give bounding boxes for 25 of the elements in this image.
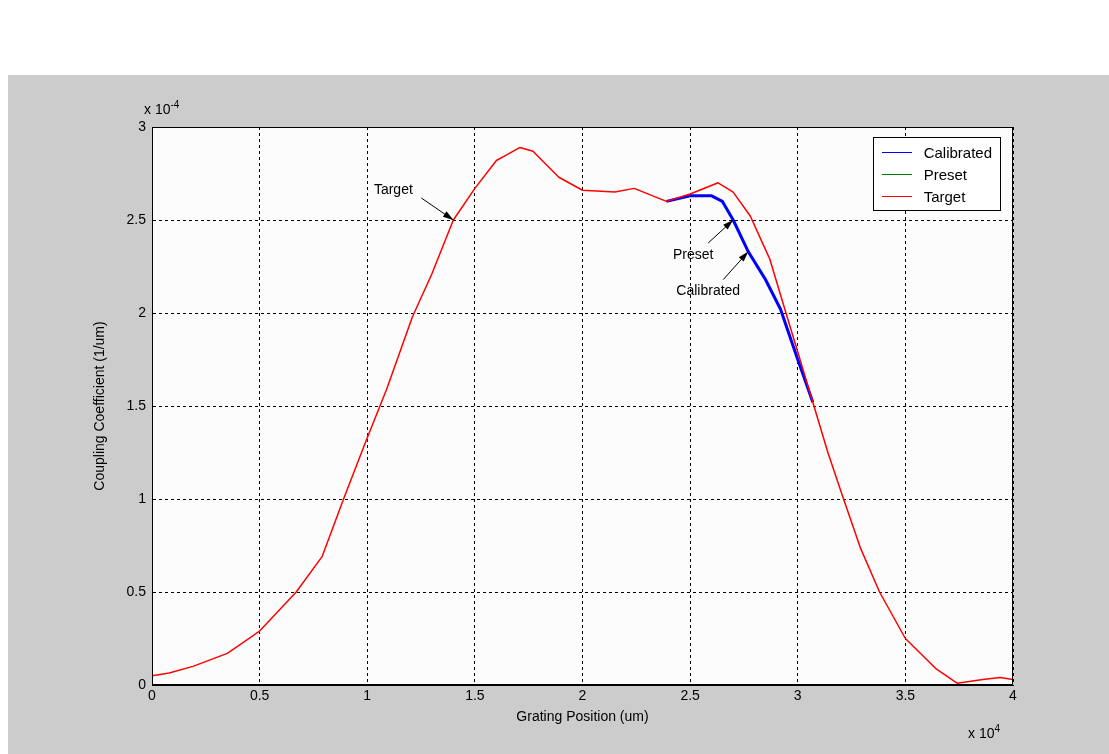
x-tick-label: 3.5 <box>895 687 916 704</box>
x-tick-label: 2.5 <box>680 687 701 704</box>
legend-label: Preset <box>923 165 967 183</box>
y-tick-label: 3 <box>138 117 147 134</box>
x-tick-label: 2 <box>578 687 587 704</box>
text: x 10$^{-4}$ <box>144 99 180 117</box>
x-tick-label: 1 <box>363 687 372 704</box>
annotation: Target <box>373 180 413 197</box>
text: x 10$^{4}$ <box>968 723 1001 741</box>
legend-label: Calibrated <box>923 143 992 161</box>
x-tick-label: 3 <box>793 687 802 704</box>
y-tick-label: 2.5 <box>126 210 147 227</box>
annotation: Preset <box>672 245 714 262</box>
y-tick-label: 2 <box>138 303 147 320</box>
y-tick-label: 1.5 <box>126 396 147 413</box>
x-tick-label: 1.5 <box>465 687 485 704</box>
annotation: Calibrated <box>676 282 741 299</box>
legend-label: Target <box>923 187 966 205</box>
y-tick-label: 0.5 <box>126 582 147 599</box>
y-axis-title: Coupling Coefficient (1/um) <box>91 321 108 491</box>
y-tick-label: 0 <box>138 675 147 692</box>
x-axis-title: Grating Position (um) <box>516 708 649 725</box>
x-tick-label: 4 <box>1009 687 1018 704</box>
x-tick-label: 0.5 <box>249 687 270 704</box>
y-tick-label: 1 <box>138 489 147 506</box>
